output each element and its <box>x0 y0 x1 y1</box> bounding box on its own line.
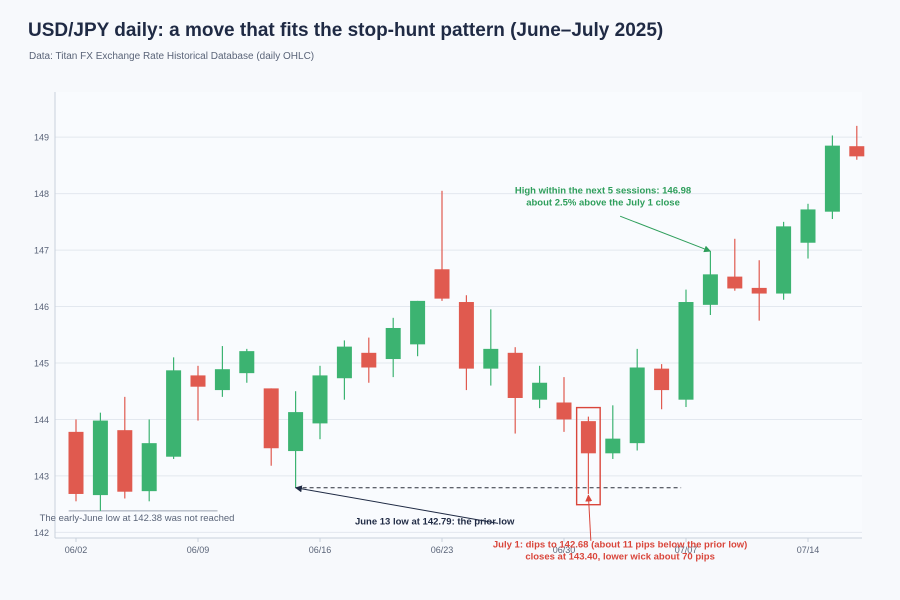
candle-body <box>727 276 743 289</box>
candle-body <box>654 368 670 391</box>
candle-body <box>532 382 548 400</box>
candle-body <box>336 346 352 379</box>
candle-body <box>166 370 182 457</box>
july1-note-arrow <box>585 494 593 541</box>
candle-body <box>483 348 499 369</box>
candle-body <box>702 274 718 305</box>
y-tick-label: 145 <box>34 358 49 368</box>
candle-body <box>190 375 206 387</box>
candle-body <box>678 302 694 400</box>
candle-body <box>361 352 377 368</box>
x-tick-label: 06/16 <box>309 545 332 555</box>
candle-body <box>580 421 596 454</box>
candle-body <box>507 352 523 398</box>
candle-body <box>239 351 255 374</box>
prior-low-note-text: June 13 low at 142.79: the prior low <box>355 516 515 527</box>
candle-body <box>751 287 767 294</box>
candle-body <box>92 420 108 496</box>
candle-body <box>434 269 450 299</box>
candle-body <box>288 412 304 452</box>
candle-body <box>214 369 230 391</box>
y-tick-label: 146 <box>34 302 49 312</box>
x-tick-label: 06/23 <box>431 545 454 555</box>
candle-body <box>68 431 84 494</box>
july1-note-text: closes at 143.40, lower wick about 70 pi… <box>525 552 715 563</box>
y-tick-label: 149 <box>34 133 49 143</box>
page-title: USD/JPY daily: a move that fits the stop… <box>28 20 664 41</box>
candle-body <box>605 438 621 454</box>
candle-body <box>117 430 133 492</box>
y-tick-label: 148 <box>34 189 49 199</box>
high-note-text: about 2.5% above the July 1 close <box>526 198 680 209</box>
candle-body <box>385 327 401 360</box>
candle-body <box>312 375 328 424</box>
page-subtitle: Data: Titan FX Exchange Rate Historical … <box>29 51 315 62</box>
candle-body <box>824 145 840 212</box>
highlight-box <box>575 406 601 506</box>
early-june-note-text: The early-June low at 142.38 was not rea… <box>40 513 235 524</box>
x-tick-label: 06/30 <box>553 545 576 555</box>
x-tick-label: 07/14 <box>797 545 820 555</box>
y-tick-label: 147 <box>34 246 49 256</box>
y-tick-label: 142 <box>34 528 49 538</box>
candle-body <box>263 388 279 449</box>
candle-body <box>776 226 792 294</box>
candle-body <box>800 209 816 243</box>
high-note-arrow <box>619 215 712 253</box>
y-tick-label: 144 <box>34 415 49 425</box>
candle-body <box>141 443 157 492</box>
high-note-text: High within the next 5 sessions: 146.98 <box>515 186 691 197</box>
candle-body <box>849 146 865 157</box>
candle-body <box>410 300 426 345</box>
x-tick-label: 07/07 <box>675 545 698 555</box>
candle-body <box>629 367 645 444</box>
y-tick-label: 143 <box>34 471 49 481</box>
candle-body <box>458 302 474 369</box>
candle-body <box>556 402 572 420</box>
prior-low-note-arrow <box>294 485 499 524</box>
x-tick-label: 06/02 <box>65 545 88 555</box>
plot-area <box>55 92 862 538</box>
x-tick-label: 06/09 <box>187 545 210 555</box>
july1-note-text: July 1: dips to 142.68 (about 11 pips be… <box>493 540 747 551</box>
